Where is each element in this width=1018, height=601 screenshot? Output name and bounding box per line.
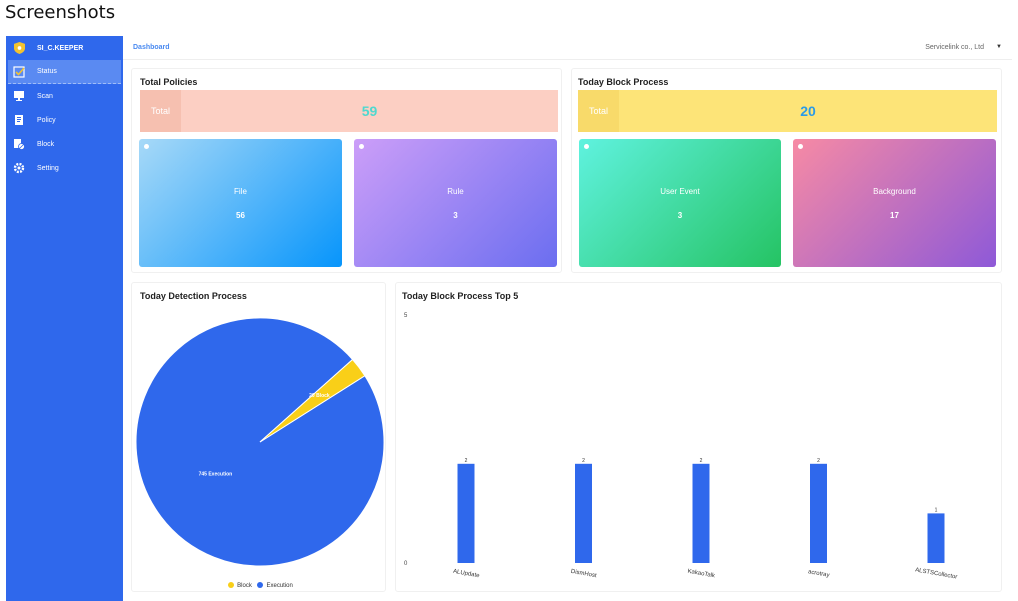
x-tick-label: ALUpdate bbox=[453, 569, 481, 580]
bar-value-label: 1 bbox=[935, 507, 938, 513]
background-card-value: 17 bbox=[890, 211, 899, 220]
user-event-card-label: User Event bbox=[660, 187, 700, 196]
total-policies-title: Total Policies bbox=[140, 77, 198, 87]
rule-card-label: Rule bbox=[447, 187, 464, 196]
background-card[interactable]: Background 17 bbox=[793, 139, 996, 267]
bar-acrotray[interactable] bbox=[810, 463, 827, 563]
sidebar-item-status[interactable]: Status bbox=[8, 60, 121, 84]
sidebar-item-label: Block bbox=[37, 140, 55, 148]
brand[interactable]: SI_C.KEEPER bbox=[6, 36, 123, 60]
today-block-process-panel: Today Block Process Total 20 User Event … bbox=[571, 68, 1002, 273]
background-card-label: Background bbox=[873, 187, 916, 196]
user-event-card[interactable]: User Event 3 bbox=[579, 139, 781, 267]
sidebar-item-label: Status bbox=[37, 68, 57, 75]
policies-total-bar: Total 59 bbox=[140, 90, 558, 132]
block-top5-title: Today Block Process Top 5 bbox=[402, 291, 519, 301]
y-tick-label: 5 bbox=[404, 313, 408, 319]
detection-pie-chart: 745 Execution 20 Block bbox=[135, 317, 385, 567]
legend-swatch-execution bbox=[257, 582, 264, 588]
file-card[interactable]: File 56 bbox=[139, 139, 342, 267]
block-total-value: 20 bbox=[800, 103, 816, 119]
sidebar-item-block[interactable]: Block bbox=[6, 132, 123, 156]
y-tick-label: 0 bbox=[404, 561, 408, 567]
block-total-label: Total bbox=[578, 90, 619, 132]
bar-dismhost[interactable] bbox=[575, 463, 592, 563]
policy-icon bbox=[12, 114, 25, 127]
pie-label-execution: 745 Execution bbox=[199, 472, 233, 478]
gear-icon bbox=[12, 162, 25, 175]
breadcrumb[interactable]: Dashboard bbox=[133, 44, 170, 51]
company-select[interactable]: Servicelink co., Ltd bbox=[925, 44, 984, 51]
x-tick-label: acrotray bbox=[807, 569, 829, 579]
bar-kakaotalk[interactable] bbox=[692, 463, 710, 563]
card-dot bbox=[359, 144, 364, 149]
policies-total-value: 59 bbox=[361, 103, 378, 119]
file-card-value: 56 bbox=[236, 211, 245, 220]
detection-process-title: Today Detection Process bbox=[140, 291, 247, 301]
bar-value-label: 2 bbox=[700, 458, 703, 464]
topbar: Dashboard Servicelink co., Ltd ▼ bbox=[123, 36, 1012, 60]
sidebar-item-label: Scan bbox=[37, 92, 53, 100]
rule-card-value: 3 bbox=[453, 211, 458, 220]
pie-legend: Block Execution bbox=[132, 582, 385, 589]
shield-logo-icon bbox=[14, 42, 25, 54]
legend-label-execution[interactable]: Execution bbox=[266, 583, 293, 589]
pie-label-block: 20 Block bbox=[309, 393, 330, 399]
sidebar-item-label: Setting bbox=[37, 164, 59, 172]
total-policies-panel: Total Policies Total 59 File 56 Rule 3 bbox=[131, 68, 562, 273]
block-total-bar: Total 20 bbox=[578, 90, 997, 132]
card-dot bbox=[798, 144, 803, 149]
legend-label-block[interactable]: Block bbox=[237, 583, 252, 589]
legend-swatch-block bbox=[228, 582, 235, 588]
bar-value-label: 2 bbox=[582, 458, 585, 464]
checkbox-icon bbox=[12, 65, 25, 78]
card-dot bbox=[144, 144, 149, 149]
sidebar-item-policy[interactable]: Policy bbox=[6, 108, 123, 132]
detection-process-panel: Today Detection Process 745 Execution 20 … bbox=[131, 282, 386, 592]
sidebar-item-setting[interactable]: Setting bbox=[6, 156, 123, 180]
sidebar-item-scan[interactable]: Scan bbox=[6, 84, 123, 108]
bar-value-label: 2 bbox=[817, 458, 820, 464]
bar-value-label: 2 bbox=[465, 458, 468, 464]
window-title: Screenshots bbox=[5, 2, 116, 23]
pie-slice-block[interactable] bbox=[259, 358, 366, 443]
sidebar-item-label: Policy bbox=[37, 116, 56, 124]
block-icon bbox=[12, 138, 25, 151]
bar-alupdate[interactable] bbox=[457, 463, 475, 563]
bar-alstscollector[interactable] bbox=[927, 513, 945, 563]
file-card-label: File bbox=[234, 187, 247, 196]
card-dot bbox=[584, 144, 589, 149]
today-block-process-title: Today Block Process bbox=[578, 77, 669, 87]
block-top5-panel: Today Block Process Top 5 5 0 2 ALUpdate 2 Di… bbox=[395, 282, 1002, 592]
policies-total-label: Total bbox=[140, 90, 181, 132]
brand-label: SI_C.KEEPER bbox=[37, 44, 84, 52]
block-top5-bar-chart: 5 0 2 ALUpdate 2 DismHost 2 KakaoTalk 2 acrotray 1… bbox=[404, 313, 958, 581]
user-event-card-value: 3 bbox=[677, 211, 683, 220]
x-tick-label: KakaoTalk bbox=[687, 569, 716, 580]
caret-down-icon[interactable]: ▼ bbox=[996, 44, 1002, 50]
x-tick-label: ALSTSCollector bbox=[915, 567, 958, 580]
monitor-icon bbox=[12, 90, 25, 103]
sidebar: SI_C.KEEPER Status Scan Policy Block Set… bbox=[6, 36, 123, 601]
rule-card[interactable]: Rule 3 bbox=[354, 139, 557, 267]
x-tick-label: DismHost bbox=[570, 569, 597, 579]
